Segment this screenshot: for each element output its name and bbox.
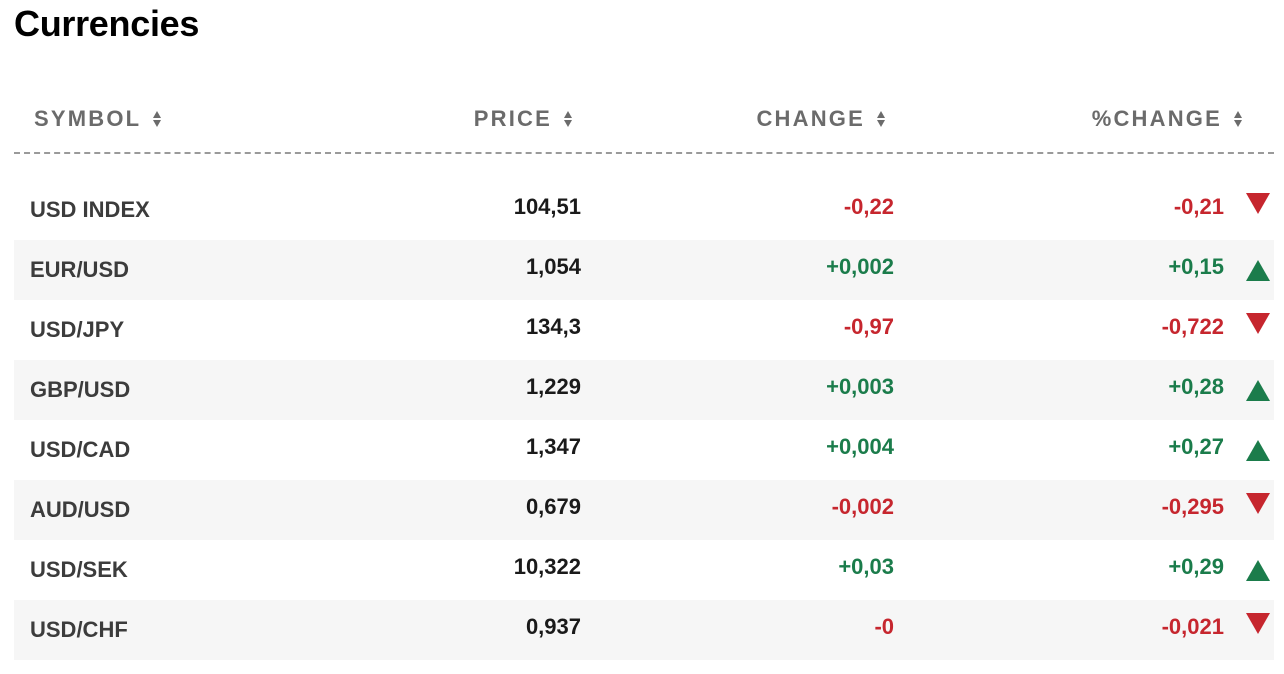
table-row[interactable]: GBP/USD 1,229 +0,003 +0,28 bbox=[14, 360, 1274, 420]
symbol-link[interactable]: USD INDEX bbox=[30, 197, 150, 222]
column-header-label: SYMBOL bbox=[34, 106, 142, 131]
symbol-link[interactable]: GBP/USD bbox=[30, 377, 131, 402]
price-value: 0,679 bbox=[525, 494, 581, 519]
column-header-label: PRICE bbox=[473, 106, 552, 131]
price-value: 104,51 bbox=[513, 194, 581, 219]
column-header-label: CHANGE bbox=[756, 106, 865, 131]
pct-change-value: -0,21 bbox=[1173, 194, 1224, 219]
price-value: 1,054 bbox=[525, 254, 581, 279]
triangle-up-icon bbox=[1246, 260, 1270, 281]
change-value: -0,22 bbox=[843, 194, 894, 219]
page-title: Currencies bbox=[14, 3, 200, 44]
change-value: +0,004 bbox=[826, 434, 894, 459]
pct-change-value: -0,295 bbox=[1161, 494, 1224, 519]
table-row[interactable]: EUR/USD 1,054 +0,002 +0,15 bbox=[14, 240, 1274, 300]
triangle-down-icon bbox=[1246, 613, 1270, 634]
sort-icon[interactable] bbox=[564, 106, 576, 132]
table-row[interactable]: AUD/USD 0,679 -0,002 -0,295 bbox=[14, 480, 1274, 540]
table-row[interactable]: USD/CAD 1,347 +0,004 +0,27 bbox=[14, 420, 1274, 480]
pct-change-value: +0,29 bbox=[1168, 554, 1224, 579]
price-value: 1,347 bbox=[525, 434, 581, 459]
column-header-symbol[interactable]: SYMBOL bbox=[34, 104, 165, 134]
sort-icon[interactable] bbox=[153, 106, 165, 132]
table-row[interactable]: USD/SEK 10,322 +0,03 +0,29 bbox=[14, 540, 1274, 600]
table-row[interactable]: USD/CHF 0,937 -0 -0,021 bbox=[14, 600, 1274, 660]
symbol-link[interactable]: AUD/USD bbox=[30, 497, 131, 522]
symbol-link[interactable]: USD/CHF bbox=[30, 617, 128, 642]
table-row[interactable]: USD/JPY 134,3 -0,97 -0,722 bbox=[14, 300, 1274, 360]
table-body: USD INDEX 104,51 -0,22 -0,21 EUR/USD 1,0… bbox=[14, 180, 1274, 660]
price-value: 134,3 bbox=[525, 314, 581, 339]
triangle-up-icon bbox=[1246, 560, 1270, 581]
change-value: -0,002 bbox=[831, 494, 894, 519]
sort-icon[interactable] bbox=[1234, 106, 1246, 132]
triangle-down-icon bbox=[1246, 493, 1270, 514]
triangle-up-icon bbox=[1246, 440, 1270, 461]
pct-change-value: +0,15 bbox=[1168, 254, 1224, 279]
symbol-link[interactable]: USD/CAD bbox=[30, 437, 131, 462]
symbol-link[interactable]: EUR/USD bbox=[30, 257, 130, 282]
price-value: 10,322 bbox=[513, 554, 581, 579]
table-header: SYMBOL PRICE CHANGE %CHANGE bbox=[14, 90, 1274, 154]
price-value: 0,937 bbox=[525, 614, 581, 639]
triangle-down-icon bbox=[1246, 313, 1270, 334]
change-value: +0,003 bbox=[826, 374, 894, 399]
triangle-up-icon bbox=[1246, 380, 1270, 401]
symbol-link[interactable]: USD/SEK bbox=[30, 557, 128, 582]
table-row[interactable]: USD INDEX 104,51 -0,22 -0,21 bbox=[14, 180, 1274, 240]
currencies-table: SYMBOL PRICE CHANGE %CHANGE USD INDEX 10… bbox=[14, 90, 1274, 660]
column-header-pct-change[interactable]: %CHANGE bbox=[1092, 104, 1246, 134]
pct-change-value: -0,021 bbox=[1161, 614, 1224, 639]
triangle-down-icon bbox=[1246, 193, 1270, 214]
change-value: +0,002 bbox=[826, 254, 894, 279]
change-value: -0 bbox=[874, 614, 894, 639]
symbol-link[interactable]: USD/JPY bbox=[30, 317, 125, 342]
pct-change-value: -0,722 bbox=[1161, 314, 1224, 339]
change-value: -0,97 bbox=[843, 314, 894, 339]
column-header-change[interactable]: CHANGE bbox=[756, 104, 889, 134]
column-header-label: %CHANGE bbox=[1091, 106, 1222, 131]
column-header-price[interactable]: PRICE bbox=[474, 104, 576, 134]
pct-change-value: +0,28 bbox=[1168, 374, 1224, 399]
pct-change-value: +0,27 bbox=[1168, 434, 1224, 459]
price-value: 1,229 bbox=[525, 374, 581, 399]
sort-icon[interactable] bbox=[877, 106, 889, 132]
change-value: +0,03 bbox=[838, 554, 894, 579]
